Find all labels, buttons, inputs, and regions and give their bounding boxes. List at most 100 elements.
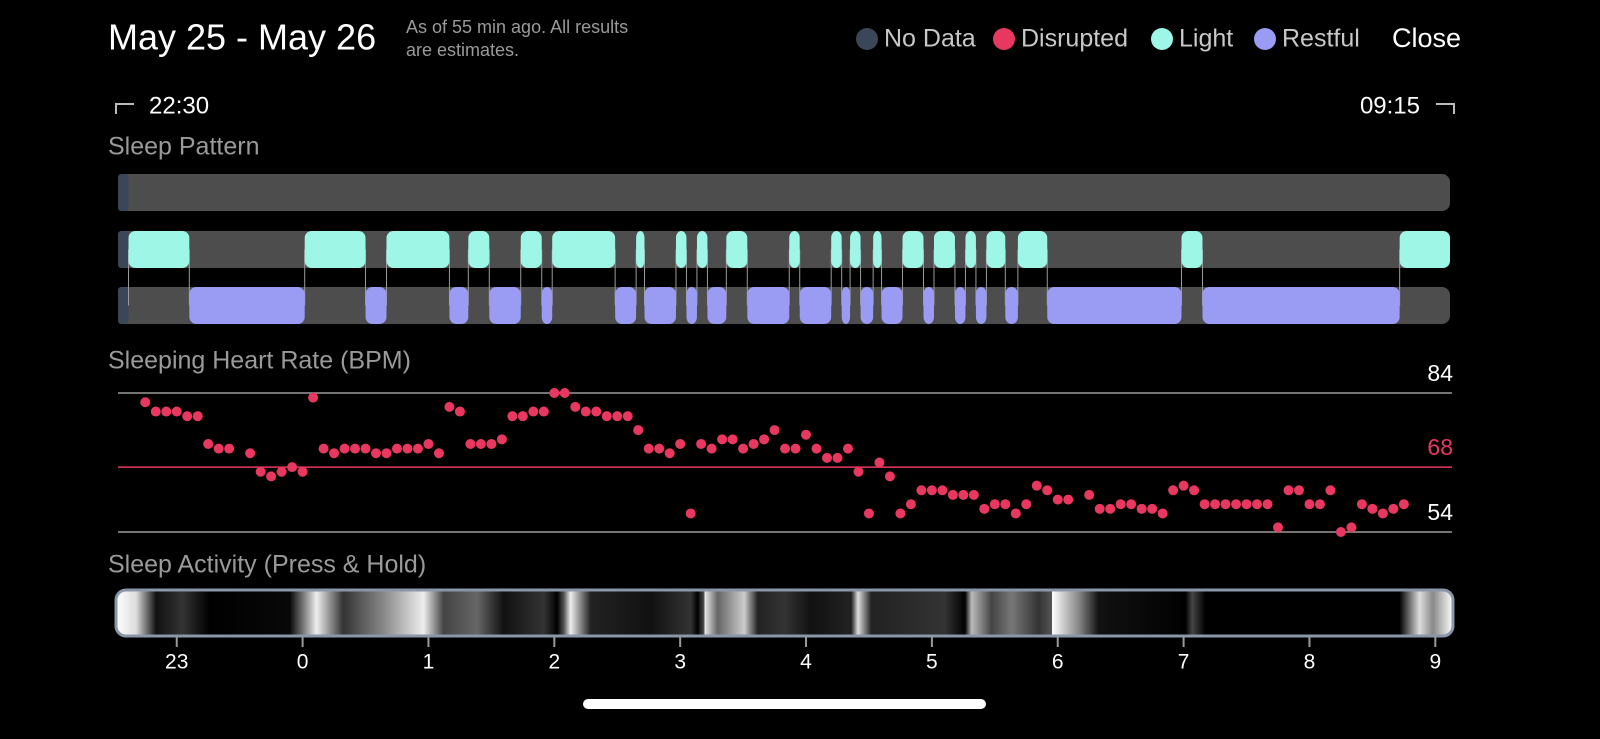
- light-segment: [552, 231, 616, 268]
- section-title: Sleep Pattern: [108, 133, 260, 161]
- x-tick-label: 5: [926, 651, 938, 674]
- legend-label: Restful: [1282, 25, 1360, 53]
- heart-rate-point: [1199, 499, 1210, 510]
- light-segment: [726, 231, 748, 268]
- heart-rate-point: [140, 397, 151, 408]
- light-segment: [873, 231, 882, 268]
- section-title: Sleep Activity (Press & Hold): [108, 551, 426, 579]
- heart-rate-point: [1220, 499, 1231, 510]
- heart-rate-point: [1252, 499, 1263, 510]
- heart-rate-point: [748, 438, 759, 449]
- section-title: Sleeping Heart Rate (BPM): [108, 347, 411, 375]
- heart-rate-point: [161, 406, 172, 417]
- heart-rate-point: [1042, 485, 1053, 496]
- heart-rate-point: [1136, 503, 1147, 514]
- heart-rate-point: [255, 466, 266, 477]
- restful-segment: [799, 287, 832, 324]
- restful-segment: [365, 287, 387, 324]
- heart-rate-point: [738, 443, 749, 454]
- heart-rate-point: [444, 401, 455, 412]
- track: [118, 174, 1450, 211]
- x-tick-label: 9: [1429, 651, 1441, 674]
- heart-rate-point: [171, 406, 182, 417]
- light-segment: [386, 231, 450, 268]
- light-segment: [965, 231, 976, 268]
- legend-label: Light: [1179, 25, 1233, 53]
- heart-rate-point: [1105, 503, 1116, 514]
- heart-rate-point: [433, 448, 444, 459]
- heart-rate-point: [1021, 499, 1032, 510]
- restful-segment: [1202, 287, 1400, 324]
- restful-segment: [707, 287, 727, 324]
- light-segment: [468, 231, 490, 268]
- heart-rate-point: [391, 443, 402, 454]
- light-segment: [128, 231, 190, 268]
- restful-segment: [860, 287, 874, 324]
- heart-rate-point: [150, 406, 161, 417]
- heart-rate-point: [517, 411, 528, 422]
- heart-rate-point: [989, 499, 1000, 510]
- restful-segment: [1005, 287, 1018, 324]
- home-indicator: [583, 699, 986, 709]
- heart-rate-point: [308, 392, 319, 403]
- heart-rate-point: [1314, 499, 1325, 510]
- range-start: 22:30: [149, 92, 209, 119]
- heart-rate-point: [1168, 485, 1179, 496]
- light-segment: [986, 231, 1006, 268]
- heart-rate-point: [1094, 503, 1105, 514]
- heart-rate-point: [895, 508, 906, 519]
- heart-rate-point: [916, 485, 927, 496]
- heart-rate-point: [182, 411, 193, 422]
- heart-rate-point: [664, 448, 675, 459]
- heart-rate-point: [465, 438, 476, 449]
- heart-rate-point: [643, 443, 654, 454]
- restful-segment: [449, 287, 469, 324]
- heart-rate-point: [412, 443, 423, 454]
- heart-rate-point: [947, 489, 958, 500]
- legend-swatch: [1254, 28, 1276, 50]
- heart-rate-point: [979, 503, 990, 514]
- heart-rate-point: [790, 443, 801, 454]
- heart-rate-point: [371, 448, 382, 459]
- heart-rate-point: [811, 443, 822, 454]
- legend-swatch: [993, 28, 1015, 50]
- heart-rate-point: [528, 406, 539, 417]
- heart-rate-point: [318, 443, 329, 454]
- x-tick-label: 1: [423, 651, 435, 674]
- heart-rate-point: [192, 411, 203, 422]
- y-tick-label: 54: [1427, 499, 1453, 525]
- light-segment: [520, 231, 542, 268]
- heart-rate-point: [203, 438, 214, 449]
- light-segment: [933, 231, 955, 268]
- x-tick-label: 8: [1304, 651, 1316, 674]
- heart-rate-point: [213, 443, 224, 454]
- heart-rate-point: [1063, 494, 1074, 505]
- heart-rate-point: [538, 406, 549, 417]
- activity-strip[interactable]: [114, 588, 1455, 638]
- heart-rate-point: [1377, 508, 1388, 519]
- heart-rate-point: [801, 429, 812, 440]
- heart-rate-point: [654, 443, 665, 454]
- heart-rate-point: [1388, 503, 1399, 514]
- restful-segment: [841, 287, 851, 324]
- heart-rate-point: [853, 466, 864, 477]
- heart-rate-point: [496, 434, 507, 445]
- heart-rate-point: [224, 443, 235, 454]
- x-tick-label: 6: [1052, 651, 1064, 674]
- heart-rate-point: [769, 425, 780, 436]
- heart-rate-point: [1147, 503, 1158, 514]
- restful-segment: [923, 287, 934, 324]
- heart-rate-point: [486, 438, 497, 449]
- close-button[interactable]: Close: [1392, 23, 1461, 53]
- legend-label: Disrupted: [1021, 25, 1128, 53]
- legend-swatch: [856, 28, 878, 50]
- light-segment: [831, 231, 842, 268]
- x-tick-label: 0: [297, 651, 309, 674]
- restful-segment: [541, 287, 553, 324]
- range-end: 09:15: [1360, 92, 1420, 119]
- light-segment: [789, 231, 800, 268]
- heart-rate-point: [475, 438, 486, 449]
- heart-rate-point: [580, 406, 591, 417]
- heart-rate-point: [1262, 499, 1273, 510]
